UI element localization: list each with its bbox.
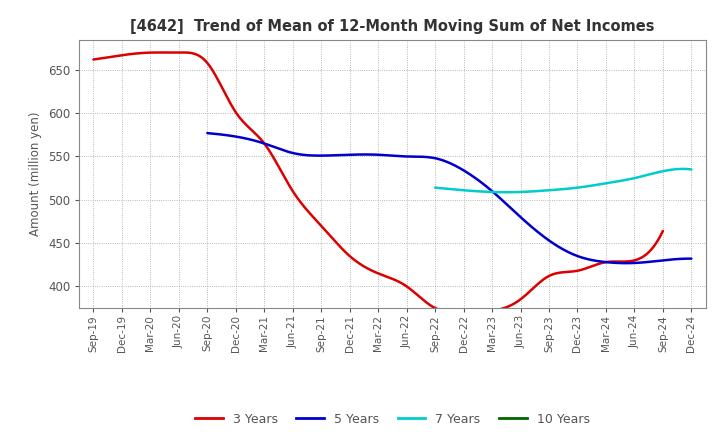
Title: [4642]  Trend of Mean of 12-Month Moving Sum of Net Incomes: [4642] Trend of Mean of 12-Month Moving …: [130, 19, 654, 34]
Y-axis label: Amount (million yen): Amount (million yen): [30, 112, 42, 236]
Legend: 3 Years, 5 Years, 7 Years, 10 Years: 3 Years, 5 Years, 7 Years, 10 Years: [190, 407, 595, 431]
